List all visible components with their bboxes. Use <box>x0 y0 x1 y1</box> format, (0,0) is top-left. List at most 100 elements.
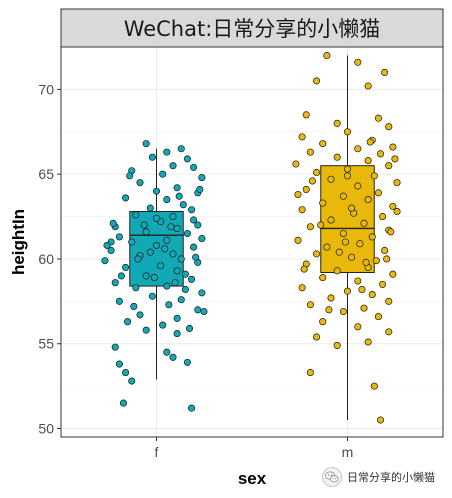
point-f <box>194 221 202 229</box>
point-f <box>136 179 144 187</box>
point-f <box>200 307 208 316</box>
point-f <box>142 272 150 280</box>
point-f <box>148 153 156 161</box>
point-f <box>169 162 177 170</box>
point-f <box>146 204 154 212</box>
point-m <box>333 267 341 275</box>
point-m <box>366 138 374 146</box>
point-m <box>302 185 310 193</box>
point-m <box>298 206 306 214</box>
panel-border <box>60 46 444 438</box>
point-f <box>128 238 136 246</box>
point-m <box>389 202 397 210</box>
point-f <box>173 314 181 322</box>
point-f <box>161 245 169 253</box>
point-m <box>306 148 314 156</box>
point-f <box>183 358 191 366</box>
point-m <box>292 160 300 168</box>
chart-title: WeChat:日常分享的小懒猫 <box>124 17 381 41</box>
point-f <box>134 255 142 263</box>
point-f <box>115 360 123 368</box>
point-f <box>190 163 198 171</box>
point-m <box>364 157 372 165</box>
point-f <box>142 228 150 236</box>
facet-strip <box>60 8 444 48</box>
point-f <box>196 185 204 193</box>
point-f <box>175 192 183 200</box>
point-f <box>107 246 115 255</box>
point-m <box>343 172 352 180</box>
point-m <box>379 213 387 221</box>
point-f <box>163 236 171 244</box>
point-m <box>376 416 385 424</box>
point-m <box>327 216 335 224</box>
x-tick-label: m <box>342 444 354 460</box>
point-m <box>335 248 343 256</box>
point-m <box>364 196 372 204</box>
point-m <box>385 297 393 305</box>
watermark-text: 日常分享的小懒猫 <box>347 471 435 484</box>
point-m <box>313 333 321 341</box>
point-m <box>343 128 352 136</box>
point-f <box>157 262 165 270</box>
point-m <box>306 369 314 377</box>
point-m <box>385 162 393 170</box>
point-f <box>183 229 191 238</box>
point-m <box>333 153 341 161</box>
point-m <box>376 150 385 158</box>
y-axis-title: heightIn <box>9 209 28 275</box>
point-m <box>364 338 372 346</box>
point-f <box>169 213 177 221</box>
point-f <box>190 216 198 224</box>
point-f <box>188 404 196 412</box>
point-m <box>306 301 314 309</box>
point-m <box>319 274 327 282</box>
point-m <box>379 280 387 288</box>
point-m <box>343 165 352 173</box>
point-f <box>128 377 136 385</box>
point-f <box>190 243 198 251</box>
point-f <box>194 306 202 314</box>
point-m <box>323 51 331 60</box>
point-m <box>354 277 362 285</box>
point-m <box>356 240 364 248</box>
point-f <box>165 301 173 309</box>
point-f <box>132 284 140 292</box>
point-m <box>381 246 389 255</box>
point-f <box>179 201 187 209</box>
point-m <box>389 143 397 151</box>
point-f <box>163 196 171 204</box>
point-f <box>173 224 181 232</box>
y-axis: 50 55 60 65 70 <box>38 81 61 437</box>
point-f <box>122 194 130 202</box>
point-m <box>374 189 382 197</box>
point-m <box>354 145 362 153</box>
point-f <box>169 353 177 361</box>
point-f <box>169 250 177 258</box>
point-m <box>339 229 347 238</box>
point-f <box>146 248 154 256</box>
point-m <box>319 199 327 207</box>
point-f <box>173 330 181 338</box>
point-m <box>383 255 391 263</box>
point-f <box>142 140 150 148</box>
point-f <box>115 233 123 241</box>
point-f <box>173 267 181 275</box>
point-f <box>101 257 109 265</box>
point-m <box>348 204 356 212</box>
point-f <box>177 296 185 304</box>
point-f <box>171 279 179 287</box>
point-f <box>163 282 171 290</box>
plot-panel <box>61 47 443 437</box>
point-m <box>374 114 382 122</box>
point-m <box>325 306 333 314</box>
point-f <box>198 289 206 297</box>
point-m <box>308 177 316 185</box>
point-m <box>313 77 321 85</box>
point-m <box>360 219 368 227</box>
point-f <box>181 285 189 294</box>
point-f <box>185 324 194 333</box>
point-m <box>354 323 362 331</box>
